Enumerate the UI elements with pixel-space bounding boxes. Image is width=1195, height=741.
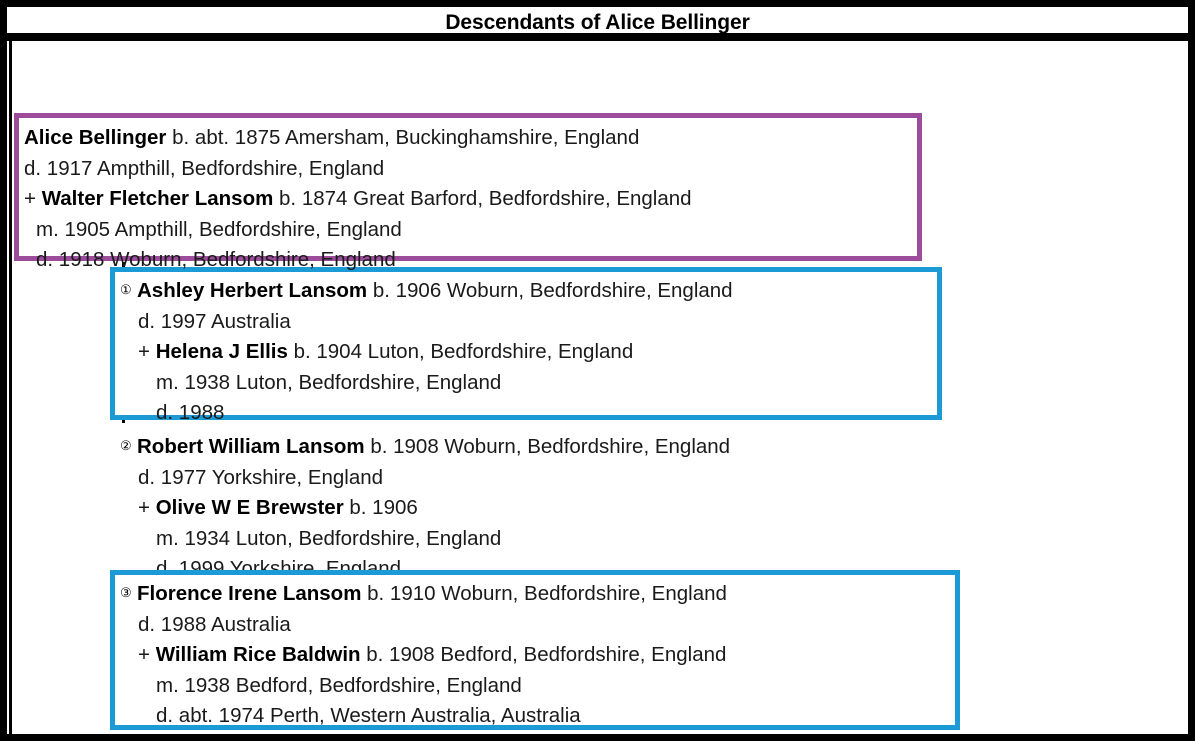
root-spouse-name-line: + Walter Fletcher Lansom b. 1874 Great B… xyxy=(24,184,917,215)
chart-title-bar: Descendants of Alice Bellinger xyxy=(7,7,1188,34)
child2-number-marker: ② xyxy=(120,438,132,453)
child2-marriage: m. 1934 Luton, Bedfordshire, England xyxy=(156,526,502,550)
child2-death: d. 1977 Yorkshire, England xyxy=(138,465,384,489)
child3-spouse-death-line: d. abt. 1974 Perth, Western Australia, A… xyxy=(120,701,955,732)
person-block-child-1[interactable]: ① Ashley Herbert Lansom b. 1906 Woburn, B… xyxy=(110,267,942,424)
root-birth: b. abt. 1875 Amersham, Buckinghamshire, … xyxy=(172,126,640,149)
child2-name: Robert William Lansom xyxy=(137,435,365,458)
child3-death-line: d. 1988 Australia xyxy=(120,610,955,641)
frame-border-top xyxy=(0,0,1195,7)
child2-spouse-name: Olive W E Brewster xyxy=(155,496,344,519)
child3-spouse-death: d. abt. 1974 Perth, Western Australia, A… xyxy=(156,704,581,727)
child2-name-line: ② Robert William Lansom b. 1908 Woburn, B… xyxy=(120,431,937,463)
frame-border-right xyxy=(1188,0,1195,741)
page-title: Descendants of Alice Bellinger xyxy=(445,11,750,34)
child3-name-line: ③ Florence Irene Lansom b. 1910 Woburn, B… xyxy=(120,578,955,610)
child3-death: d. 1988 Australia xyxy=(138,612,291,636)
child2-spouse-name-line: + Olive W E Brewster b. 1906 xyxy=(120,493,937,524)
root-spouse-death-line: d. 1918 Woburn, Bedfordshire, England xyxy=(24,245,917,276)
child3-marriage: m. 1938 Bedford, Bedfordshire, England xyxy=(156,673,522,697)
child1-spouse-death-line: d. 1988 xyxy=(120,398,937,429)
person-block-child-2[interactable]: ② Robert William Lansom b. 1908 Woburn, B… xyxy=(110,423,942,580)
root-marriage-line: m. 1905 Ampthill, Bedfordshire, England xyxy=(24,215,917,246)
child1-birth: b. 1906 Woburn, Bedfordshire, England xyxy=(372,279,733,302)
child3-spouse-name-line: + William Rice Baldwin b. 1908 Bedford, … xyxy=(120,640,955,671)
child1-spouse-birth: b. 1904 Luton, Bedfordshire, England xyxy=(293,340,634,363)
child1-name: Ashley Herbert Lansom xyxy=(137,279,368,302)
tree-connector-root xyxy=(9,41,12,734)
child3-birth: b. 1910 Woburn, Bedfordshire, England xyxy=(367,582,727,605)
spouse-plus-sign: + xyxy=(24,187,36,210)
child1-death-line: d. 1997 Australia xyxy=(120,307,937,338)
root-death: d. 1917 Ampthill, Bedfordshire, England xyxy=(24,156,385,180)
root-name-line: Alice Bellinger b. abt. 1875 Amersham, B… xyxy=(24,123,917,154)
child2-death-line: d. 1977 Yorkshire, England xyxy=(120,463,937,494)
child1-number-marker: ① xyxy=(120,282,132,297)
root-death-line: d. 1917 Ampthill, Bedfordshire, England xyxy=(24,154,917,185)
child3-marriage-line: m. 1938 Bedford, Bedfordshire, England xyxy=(120,671,955,702)
person-block-root[interactable]: Alice Bellinger b. abt. 1875 Amersham, B… xyxy=(14,113,922,271)
child1-marriage: m. 1938 Luton, Bedfordshire, England xyxy=(156,370,502,394)
root-name: Alice Bellinger xyxy=(24,126,167,149)
child1-death: d. 1997 Australia xyxy=(138,309,291,333)
person-block-child-3[interactable]: ③ Florence Irene Lansom b. 1910 Woburn, B… xyxy=(110,570,960,730)
title-underline-rule xyxy=(7,33,1188,41)
frame-border-left xyxy=(0,0,7,741)
child1-spouse-name-line: + Helena J Ellis b. 1904 Luton, Bedfords… xyxy=(120,337,937,368)
child1-spouse-death: d. 1988 xyxy=(156,401,225,424)
root-spouse-death: d. 1918 Woburn, Bedfordshire, England xyxy=(36,248,396,271)
child2-marriage-line: m. 1934 Luton, Bedfordshire, England xyxy=(120,524,937,555)
root-spouse-name: Walter Fletcher Lansom xyxy=(41,187,274,210)
spouse-plus-sign: + xyxy=(138,643,150,666)
child2-spouse-birth: b. 1906 xyxy=(349,496,418,519)
child1-name-line: ① Ashley Herbert Lansom b. 1906 Woburn, B… xyxy=(120,275,937,307)
child1-marriage-line: m. 1938 Luton, Bedfordshire, England xyxy=(120,368,937,399)
frame-border-bottom xyxy=(0,734,1195,741)
spouse-plus-sign: + xyxy=(138,340,150,363)
child1-spouse-name: Helena J Ellis xyxy=(155,340,288,363)
child2-birth: b. 1908 Woburn, Bedfordshire, England xyxy=(370,435,731,458)
root-marriage: m. 1905 Ampthill, Bedfordshire, England xyxy=(36,217,402,241)
child3-name: Florence Irene Lansom xyxy=(137,582,362,605)
root-spouse-birth: b. 1874 Great Barford, Bedfordshire, Eng… xyxy=(279,187,692,210)
child3-spouse-birth: b. 1908 Bedford, Bedfordshire, England xyxy=(366,643,727,666)
child3-number-marker: ③ xyxy=(120,585,132,600)
child3-spouse-name: William Rice Baldwin xyxy=(155,643,361,666)
spouse-plus-sign: + xyxy=(138,496,150,519)
